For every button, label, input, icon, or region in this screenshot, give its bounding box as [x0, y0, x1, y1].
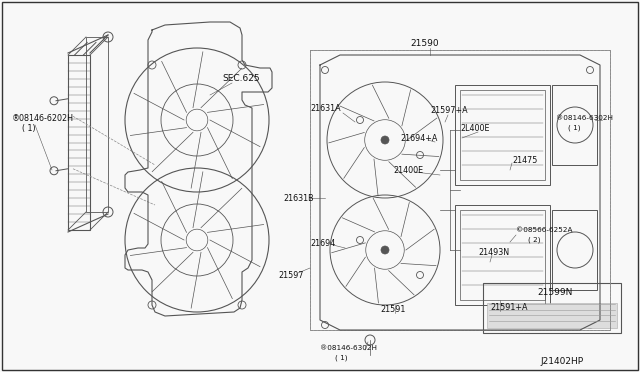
- Text: 21631B: 21631B: [283, 193, 314, 202]
- Bar: [86, 37, 108, 212]
- Text: 21400E: 21400E: [393, 166, 423, 174]
- Bar: [552, 85, 597, 165]
- Circle shape: [381, 246, 389, 254]
- Text: 21591: 21591: [380, 305, 405, 314]
- Bar: [487, 303, 617, 328]
- Text: SEC.625: SEC.625: [222, 74, 260, 83]
- Text: 2L400E: 2L400E: [460, 124, 490, 132]
- Text: 21694: 21694: [310, 238, 335, 247]
- Bar: [552, 210, 597, 290]
- Text: 21591+A: 21591+A: [490, 304, 527, 312]
- Text: 21590: 21590: [410, 38, 438, 48]
- Bar: [68, 55, 90, 230]
- Bar: [460, 90, 545, 180]
- Circle shape: [381, 136, 389, 144]
- Text: 21694+A: 21694+A: [400, 134, 437, 142]
- Text: 21493N: 21493N: [478, 247, 509, 257]
- Text: ®08146-6302H: ®08146-6302H: [556, 115, 613, 121]
- Text: ( 1): ( 1): [335, 355, 348, 361]
- Bar: [455, 205, 550, 305]
- Text: ®08146-6202H: ®08146-6202H: [12, 113, 74, 122]
- Text: J21402HP: J21402HP: [540, 357, 583, 366]
- Text: 21475: 21475: [512, 155, 538, 164]
- Text: ( 2): ( 2): [528, 237, 541, 243]
- Text: 21597+A: 21597+A: [430, 106, 468, 115]
- Text: 21599N: 21599N: [537, 288, 572, 297]
- Text: ( 1): ( 1): [568, 125, 580, 131]
- Text: ©08566-6252A: ©08566-6252A: [516, 227, 573, 233]
- Text: 21631A: 21631A: [310, 103, 340, 112]
- Text: ®08146-6302H: ®08146-6302H: [320, 345, 377, 351]
- Text: ( 1): ( 1): [22, 124, 36, 132]
- Bar: [460, 210, 545, 300]
- Bar: [455, 85, 550, 185]
- Text: 21597: 21597: [278, 270, 303, 279]
- Bar: [483, 283, 621, 333]
